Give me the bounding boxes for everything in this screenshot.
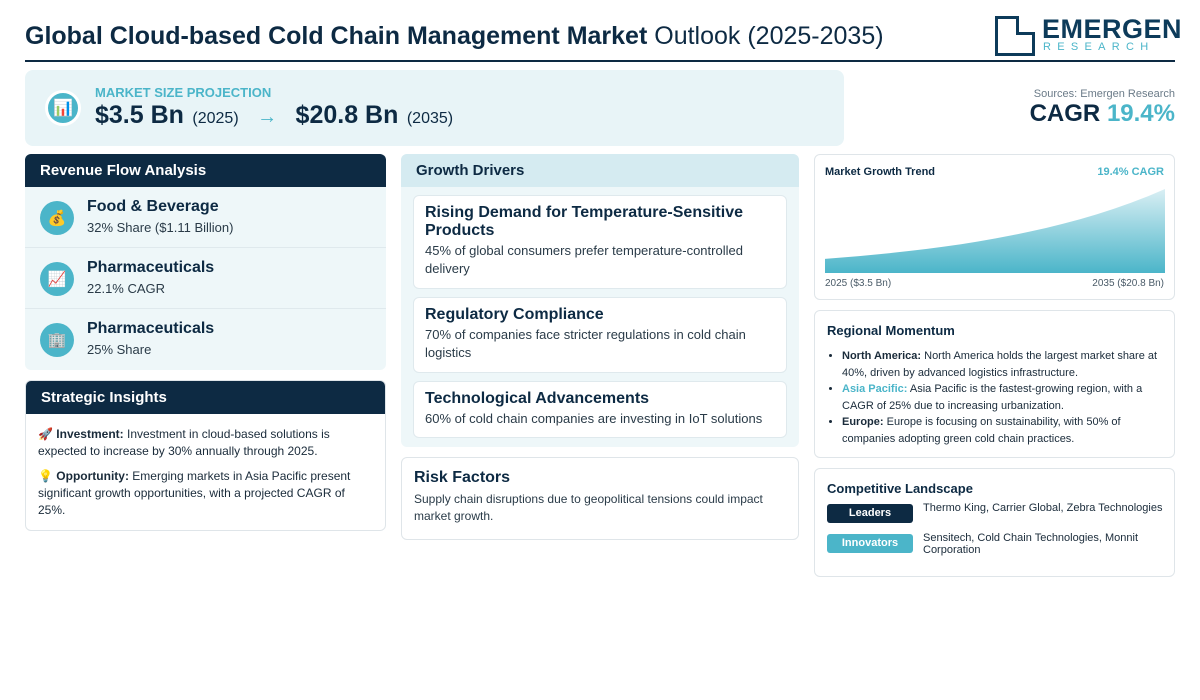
revenue-item-name: Food & Beverage xyxy=(87,198,219,215)
revenue-item: 📈 Pharmaceuticals 22.1% CAGR xyxy=(25,248,386,309)
leaders-badge: Leaders xyxy=(827,504,913,523)
cagr-value: 19.4% xyxy=(1106,100,1175,127)
market-growth-trend-card: Market Growth Trend 19.4% CAGR 2025 ($3.… xyxy=(814,154,1175,300)
cagr-label: CAGR xyxy=(1029,100,1101,127)
driver-text: 70% of companies face stricter regulatio… xyxy=(425,327,746,360)
region-text: Asia Pacific is the fastest-growing regi… xyxy=(842,383,1143,412)
driver-text: 60% of cold chain companies are investin… xyxy=(425,411,763,426)
page-title-bold: Global Cloud-based Cold Chain Management… xyxy=(25,22,648,50)
projection-label: MARKET SIZE PROJECTION xyxy=(95,85,272,100)
strategic-insights-heading: Strategic Insights xyxy=(26,381,385,414)
innovators-list: Sensitech, Cold Chain Technologies, Monn… xyxy=(923,532,1139,556)
revenue-item-name: Pharmaceuticals xyxy=(87,320,215,337)
region-name: Europe: xyxy=(842,416,884,428)
region-item: Europe: Europe is focusing on sustainabi… xyxy=(842,414,1162,447)
regional-momentum-heading: Regional Momentum xyxy=(827,323,955,338)
insight-text: Investment in cloud-based solutions is e… xyxy=(38,427,330,458)
competitor-row: Innovators Sensitech, Cold Chain Technol… xyxy=(827,532,1162,564)
chart-start-label: 2025 ($3.5 Bn) xyxy=(825,278,892,289)
projection-end-value: $20.8 Bn xyxy=(295,101,399,129)
emergen-logo: EMERGEN RESEARCH xyxy=(995,14,1182,56)
logo-name: EMERGEN xyxy=(1042,14,1183,44)
insight-label: Investment: xyxy=(56,427,124,441)
strategic-insights-card: Strategic Insights 🚀 Investment: Investm… xyxy=(25,380,386,531)
projection-start-value: $3.5 Bn xyxy=(95,101,184,129)
region-item: North America: North America holds the l… xyxy=(842,348,1162,381)
regional-momentum-card: Regional Momentum North America: North A… xyxy=(814,310,1175,458)
revenue-flow-heading: Revenue Flow Analysis xyxy=(25,154,386,187)
arrow-right-icon: → xyxy=(257,106,278,128)
region-text: Europe is focusing on sustainability, wi… xyxy=(842,416,1121,445)
sources-note: Sources: Emergen Research xyxy=(1033,88,1175,100)
driver-item: Technological Advancements 60% of cold c… xyxy=(413,381,787,438)
driver-title: Technological Advancements xyxy=(425,390,650,407)
revenue-item-detail: 32% Share ($1.11 Billion) xyxy=(87,220,234,235)
risk-factors-card: Risk Factors Supply chain disruptions du… xyxy=(401,457,799,540)
page-title-light: Outlook (2025-2035) xyxy=(654,22,884,50)
region-name: Asia Pacific: xyxy=(842,383,908,395)
page-header: Global Cloud-based Cold Chain Management… xyxy=(25,10,1182,62)
region-name: North America: xyxy=(842,350,922,362)
driver-item: Rising Demand for Temperature-Sensitive … xyxy=(413,195,787,289)
competitor-row: Leaders Thermo King, Carrier Global, Zeb… xyxy=(827,502,1163,534)
revenue-flow-card: Revenue Flow Analysis 💰 Food & Beverage 32… xyxy=(25,154,386,370)
revenue-list: 💰 Food & Beverage 32% Share ($1.11 Billion… xyxy=(25,187,386,370)
chart-cagr-label: 19.4% CAGR xyxy=(1097,166,1164,178)
revenue-item: 💰 Food & Beverage 32% Share ($1.11 Billion… xyxy=(25,187,386,248)
competitive-landscape-heading: Competitive Landscape xyxy=(827,481,973,496)
growth-area-series xyxy=(825,189,1165,273)
driver-title: Rising Demand for Temperature-Sensitive … xyxy=(425,204,743,239)
page-title: Global Cloud-based Cold Chain Management… xyxy=(25,22,884,51)
building-icon: 🏢 xyxy=(40,323,74,357)
projection-start-year: (2025) xyxy=(192,110,239,127)
insight-text: Emerging markets in Asia Pacific present… xyxy=(38,469,351,517)
chart-title: Market Growth Trend xyxy=(825,166,936,178)
driver-title: Regulatory Compliance xyxy=(425,306,604,323)
regional-list: North America: North America holds the l… xyxy=(827,348,1162,447)
logo-subtitle: RESEARCH xyxy=(1043,41,1155,53)
revenue-item-detail: 25% Share xyxy=(87,342,152,357)
growth-drivers-card: Growth Drivers Rising Demand for Tempera… xyxy=(401,154,799,447)
innovators-badge: Innovators xyxy=(827,534,913,553)
chart-end-label: 2035 ($20.8 Bn) xyxy=(1092,278,1164,289)
driver-text: 45% of global consumers prefer temperatu… xyxy=(425,243,743,276)
bar-chart-icon: 📊 xyxy=(45,90,81,126)
logo-mark-icon xyxy=(995,16,1035,56)
insight-item: 💡 Opportunity: Emerging markets in Asia … xyxy=(38,468,373,519)
growth-area-chart xyxy=(825,189,1165,273)
region-item: Asia Pacific: Asia Pacific is the fastes… xyxy=(842,381,1162,414)
revenue-item-detail: 22.1% CAGR xyxy=(87,281,166,296)
strategic-insights-list: 🚀 Investment: Investment in cloud-based … xyxy=(26,414,385,519)
insight-item: 🚀 Investment: Investment in cloud-based … xyxy=(38,426,373,460)
insight-label: Opportunity: xyxy=(56,469,129,483)
projection-values: $3.5 Bn (2025) → $20.8 Bn (2035) xyxy=(95,101,453,130)
growth-drivers-heading: Growth Drivers xyxy=(401,154,799,187)
cagr-headline: CAGR 19.4% xyxy=(1030,100,1175,128)
trend-chart-icon: 📈 xyxy=(40,262,74,296)
revenue-item-name: Pharmaceuticals xyxy=(87,259,215,276)
insight-icon: 💡 xyxy=(38,469,53,483)
revenue-item: 🏢 Pharmaceuticals 25% Share xyxy=(25,309,386,370)
insight-icon: 🚀 xyxy=(38,427,53,441)
market-size-projection: 📊 MARKET SIZE PROJECTION $3.5 Bn (2025) … xyxy=(25,70,844,146)
risk-factors-heading: Risk Factors xyxy=(414,469,511,486)
region-text: North America holds the largest market s… xyxy=(842,350,1158,379)
driver-item: Regulatory Compliance 70% of companies f… xyxy=(413,297,787,373)
risk-factors-text: Supply chain disruptions due to geopolit… xyxy=(414,492,763,523)
leaders-list: Thermo King, Carrier Global, Zebra Techn… xyxy=(923,502,1163,514)
projection-end-year: (2035) xyxy=(406,110,454,127)
competitive-landscape-card: Competitive Landscape Leaders Thermo Kin… xyxy=(814,468,1175,577)
money-bag-icon: 💰 xyxy=(40,201,74,235)
